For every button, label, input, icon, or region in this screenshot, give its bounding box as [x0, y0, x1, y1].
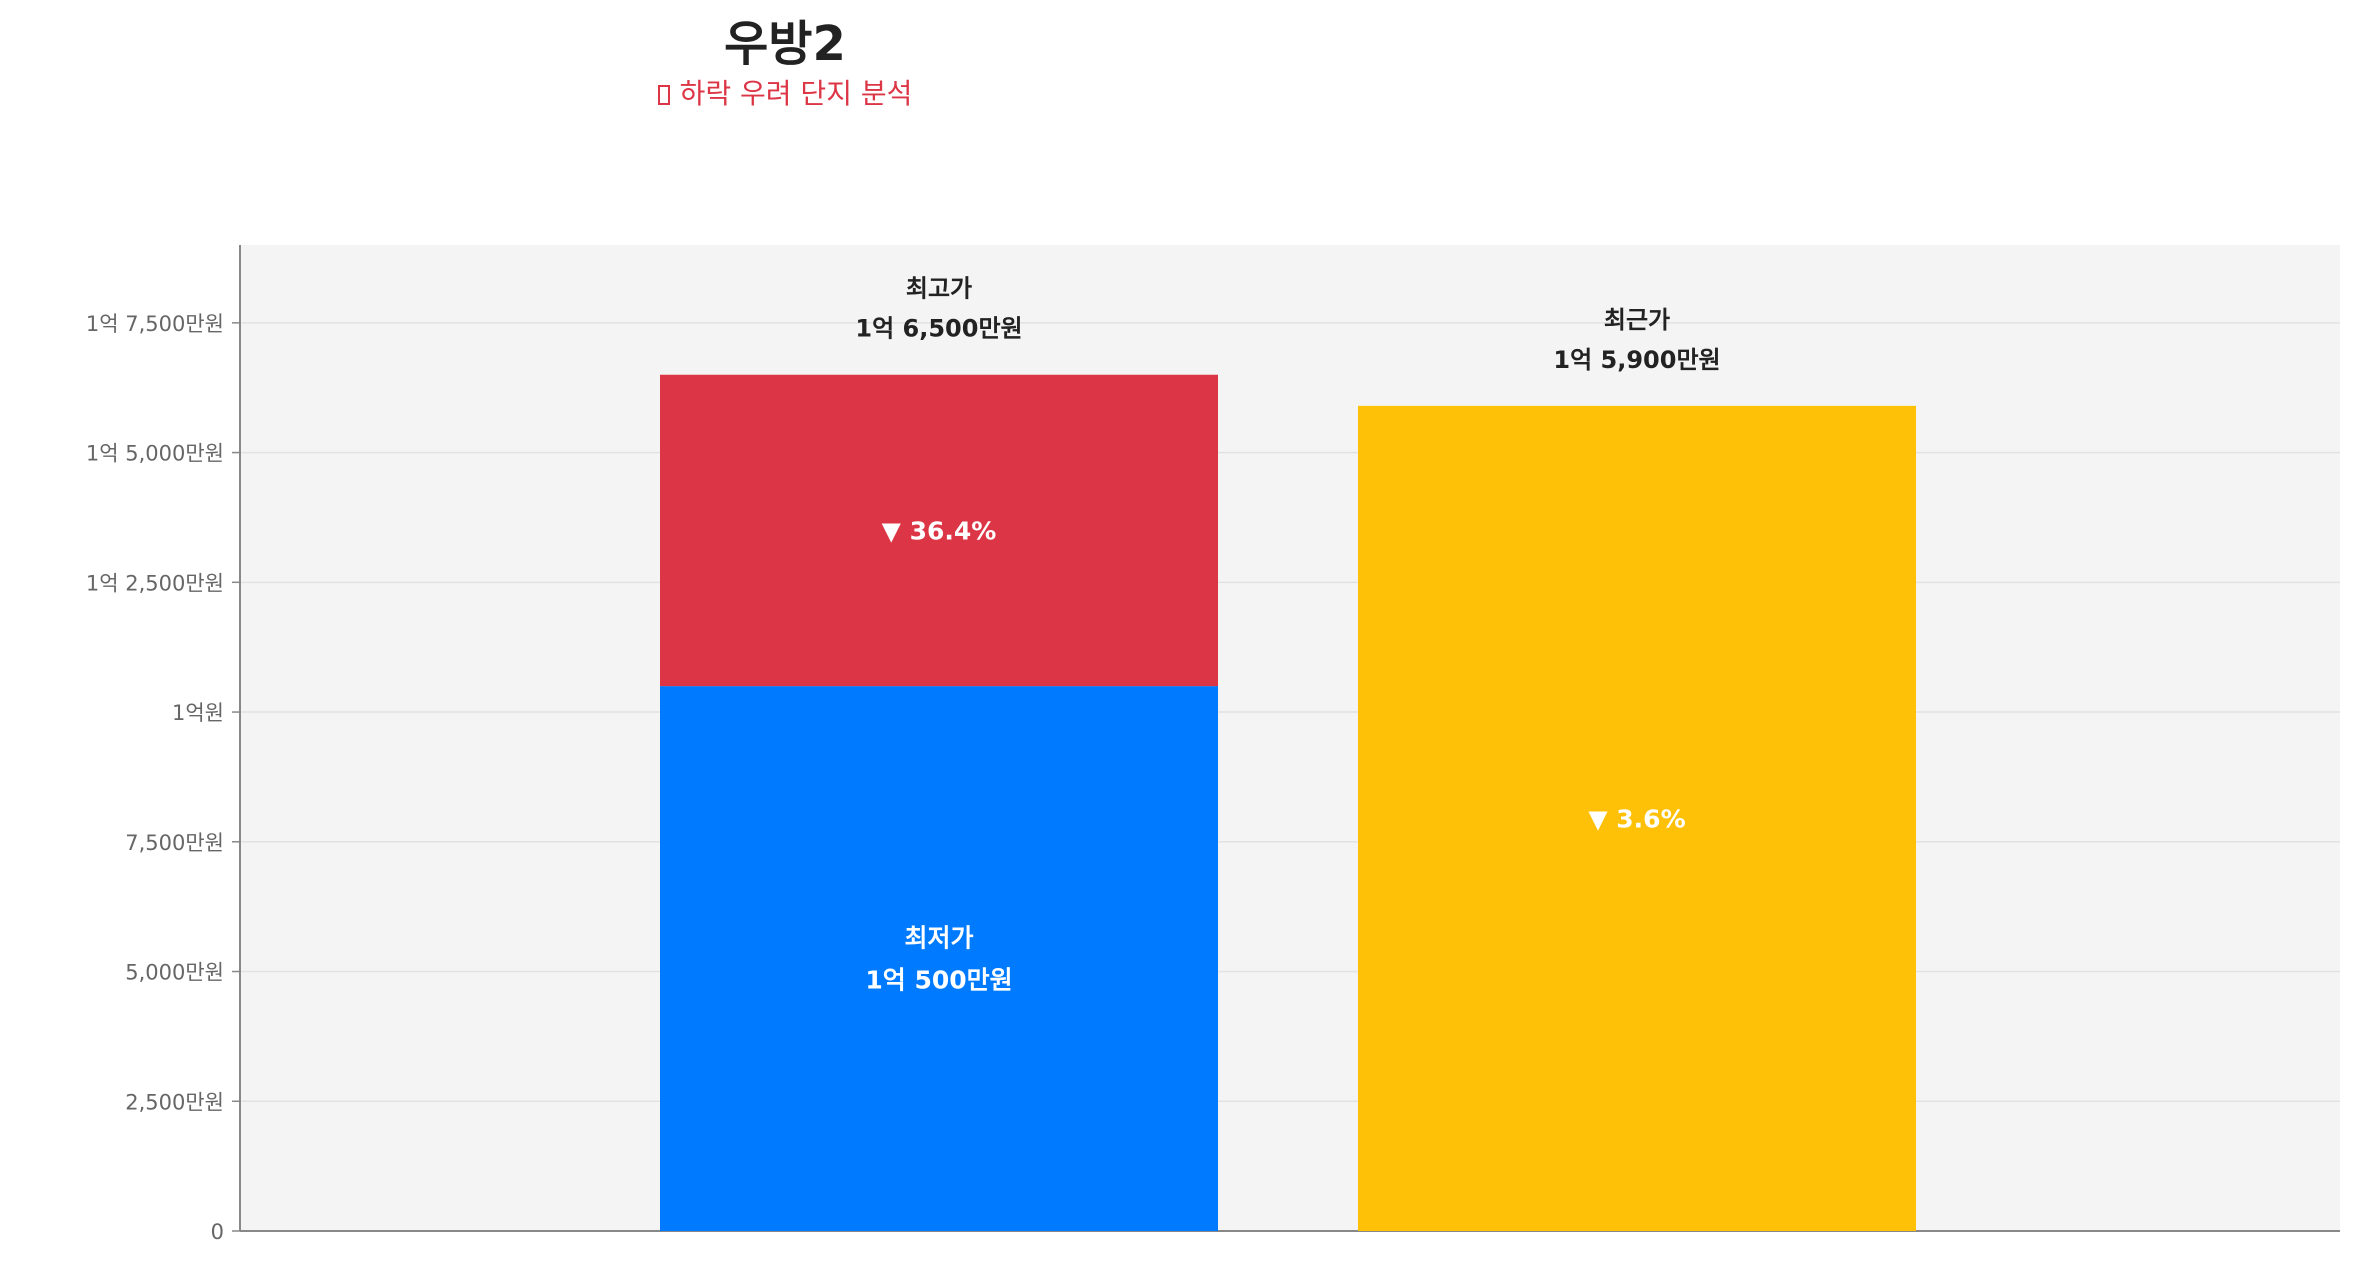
bar-label-min: 최저가 1억 500만원 [865, 924, 1012, 995]
bar-label-max: ▼ 36.4% [882, 516, 997, 545]
y-tick-label: 5,000만원 [125, 961, 224, 985]
missing-glyph-icon [657, 85, 670, 105]
y-tick-label: 2,500만원 [125, 1090, 224, 1114]
y-tick-label: 0 [211, 1220, 224, 1244]
bar-top-label-high-low: 최고가 1억 6,500만원 [855, 275, 1022, 343]
chart-subtitle: 하락 우려 단지 분석 [0, 72, 1570, 112]
y-tick-label: 7,500만원 [125, 831, 224, 855]
bar-top-label-recent: 최근가 1억 5,900만원 [1553, 306, 1720, 374]
chart-subtitle-text: 하락 우려 단지 분석 [679, 77, 913, 110]
bar-label-recent: ▼ 3.6% [1588, 804, 1685, 833]
bar-segment-max [660, 374, 1218, 687]
bar-segment-min [660, 686, 1218, 1231]
y-tick-label: 1억 7,500만원 [86, 312, 224, 336]
chart-title: 우방2 [724, 16, 846, 72]
y-tick-label: 1억 5,000만원 [86, 442, 224, 466]
bar-segment-recent [1358, 405, 1916, 1232]
y-tick-label: 1억원 [172, 701, 224, 725]
y-tick-label: 1억 2,500만원 [86, 571, 224, 595]
plot-background [240, 245, 2340, 1231]
